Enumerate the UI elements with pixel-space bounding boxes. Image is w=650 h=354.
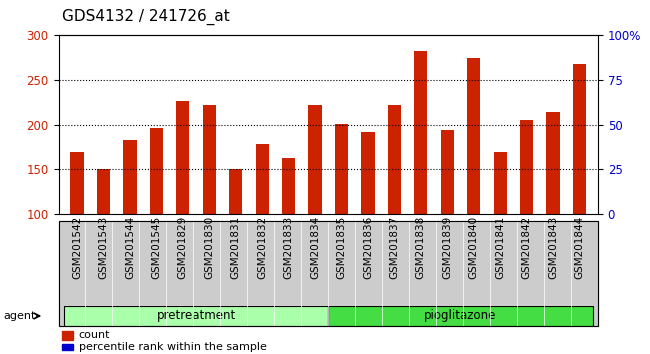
Bar [124,140,136,214]
Bar [328,306,593,326]
Bar [64,306,328,326]
Bar [361,132,374,214]
Bar [441,130,454,214]
Bar [97,170,110,214]
Bar [308,105,322,214]
Bar [150,129,163,214]
Bar [573,64,586,214]
Text: percentile rank within the sample: percentile rank within the sample [79,342,266,352]
Bar [203,105,216,214]
Text: pretreatment: pretreatment [157,309,236,322]
Bar [547,112,560,214]
Text: pioglitazone: pioglitazone [424,309,497,322]
Bar [328,306,593,326]
Bar [335,124,348,214]
Bar [176,101,189,214]
Bar [493,152,507,214]
Text: count: count [79,331,110,341]
Bar [414,51,428,214]
Text: GDS4132 / 241726_at: GDS4132 / 241726_at [62,9,229,25]
Bar [467,58,480,214]
Bar [388,105,401,214]
Bar [520,120,533,214]
Bar [255,144,268,214]
Bar [229,170,242,214]
Bar [64,306,328,326]
Bar [62,344,73,350]
Bar [70,152,84,214]
Bar [62,331,73,339]
Bar [282,158,295,214]
Text: agent: agent [3,311,36,321]
